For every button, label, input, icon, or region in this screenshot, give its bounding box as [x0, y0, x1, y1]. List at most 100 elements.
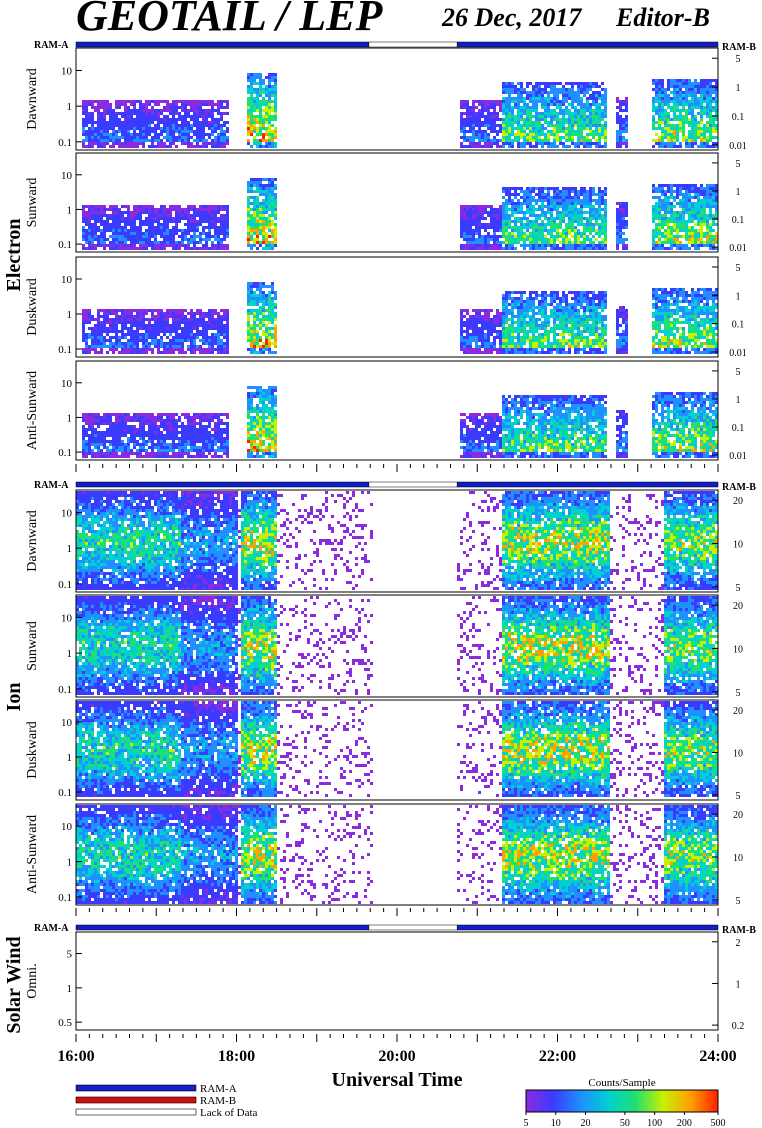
heatmap-cell — [220, 238, 223, 241]
heatmap-cell — [142, 318, 145, 321]
heatmap-cell — [571, 130, 574, 133]
heatmap-cell — [496, 223, 499, 226]
heatmap-cell — [559, 103, 562, 106]
heatmap-cell — [484, 226, 487, 229]
heatmap-cell — [121, 309, 124, 312]
heatmap-cell — [682, 193, 685, 196]
heatmap-cell — [103, 321, 106, 324]
heatmap-cell — [214, 309, 217, 312]
heatmap-cell — [709, 136, 712, 139]
heatmap-cell — [460, 211, 463, 214]
heatmap-cell — [112, 124, 115, 127]
heatmap-cell — [625, 202, 628, 205]
heatmap-cell — [514, 247, 517, 250]
heatmap-cell — [664, 232, 667, 235]
heatmap-cell — [676, 124, 679, 127]
heatmap-cell — [499, 103, 502, 106]
heatmap-cell — [184, 247, 187, 250]
heatmap-cell — [172, 330, 175, 333]
heatmap-cell — [145, 229, 148, 232]
heatmap-cell — [664, 109, 667, 112]
heatmap-cell — [91, 139, 94, 142]
heatmap-cell — [202, 333, 205, 336]
heatmap-cell — [475, 220, 478, 223]
heatmap-cell — [106, 345, 109, 348]
heatmap-cell — [118, 342, 121, 345]
heatmap-cell — [217, 103, 220, 106]
heatmap-cell — [163, 217, 166, 220]
heatmap-cell — [88, 112, 91, 115]
heatmap-cell — [202, 226, 205, 229]
heatmap-cell — [517, 226, 520, 229]
heatmap-cell — [523, 214, 526, 217]
heatmap-cell — [82, 142, 85, 145]
heatmap-cell — [187, 336, 190, 339]
heatmap-cell — [691, 145, 694, 148]
heatmap-cell — [688, 124, 691, 127]
heatmap-cell — [262, 139, 265, 142]
heatmap-cell — [268, 88, 271, 91]
heatmap-cell — [517, 238, 520, 241]
heatmap-cell — [526, 127, 529, 130]
heatmap-cell — [700, 211, 703, 214]
heatmap-cell — [520, 229, 523, 232]
heatmap-cell — [553, 139, 556, 142]
heatmap-cell — [604, 226, 607, 229]
heatmap-cell — [592, 115, 595, 118]
heatmap-cell — [616, 142, 619, 145]
heatmap-cell — [157, 351, 160, 354]
heatmap-cell — [256, 103, 259, 106]
heatmap-cell — [118, 247, 121, 250]
heatmap-cell — [109, 133, 112, 136]
heatmap-cell — [517, 133, 520, 136]
heatmap-cell — [250, 130, 253, 133]
heatmap-cell — [259, 118, 262, 121]
heatmap-cell — [583, 247, 586, 250]
heatmap-cell — [490, 244, 493, 247]
heatmap-cell — [169, 324, 172, 327]
heatmap-cell — [142, 223, 145, 226]
heatmap-cell — [145, 109, 148, 112]
heatmap-cell — [223, 223, 226, 226]
heatmap-cell — [553, 229, 556, 232]
heatmap-cell — [226, 318, 229, 321]
heatmap-cell — [247, 73, 250, 76]
heatmap-cell — [265, 130, 268, 133]
heatmap-cell — [163, 327, 166, 330]
heatmap-cell — [508, 91, 511, 94]
heatmap-cell — [472, 142, 475, 145]
heatmap-cell — [103, 100, 106, 103]
heatmap-cell — [601, 226, 604, 229]
heatmap-cell — [502, 106, 505, 109]
heatmap-cell — [583, 226, 586, 229]
heatmap-cell — [523, 142, 526, 145]
heatmap-cell — [208, 136, 211, 139]
heatmap-cell — [484, 130, 487, 133]
heatmap-cell — [703, 205, 706, 208]
heatmap-cell — [151, 100, 154, 103]
heatmap-cell — [556, 88, 559, 91]
heatmap-cell — [205, 145, 208, 148]
heatmap-cell — [247, 288, 250, 291]
heatmap-cell — [169, 333, 172, 336]
heatmap-cell — [268, 226, 271, 229]
heatmap-cell — [223, 139, 226, 142]
heatmap-cell — [103, 229, 106, 232]
heatmap-cell — [154, 133, 157, 136]
heatmap-cell — [697, 130, 700, 133]
heatmap-cell — [82, 244, 85, 247]
heatmap-cell — [619, 109, 622, 112]
heatmap-cell — [676, 97, 679, 100]
heatmap-cell — [544, 136, 547, 139]
heatmap-cell — [112, 232, 115, 235]
heatmap-cell — [514, 127, 517, 130]
heatmap-cell — [259, 205, 262, 208]
heatmap-cell — [652, 184, 655, 187]
heatmap-cell — [703, 214, 706, 217]
heatmap-cell — [511, 145, 514, 148]
heatmap-cell — [208, 238, 211, 241]
heatmap-cell — [217, 351, 220, 354]
heatmap-cell — [697, 247, 700, 250]
heatmap-cell — [463, 145, 466, 148]
heatmap-cell — [151, 214, 154, 217]
